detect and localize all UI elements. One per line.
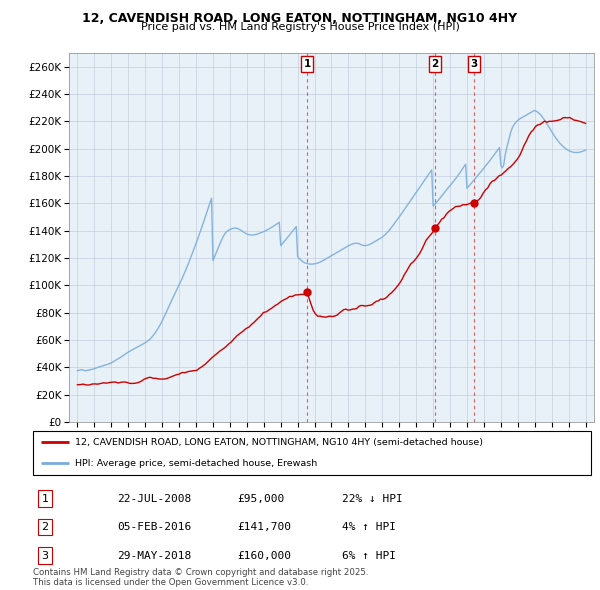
FancyBboxPatch shape [33,431,591,475]
Text: 1: 1 [304,59,311,69]
Text: 3: 3 [470,59,478,69]
Text: £141,700: £141,700 [237,522,291,532]
Text: 4% ↑ HPI: 4% ↑ HPI [342,522,396,532]
Text: 22% ↓ HPI: 22% ↓ HPI [342,494,403,503]
Text: Price paid vs. HM Land Registry's House Price Index (HPI): Price paid vs. HM Land Registry's House … [140,22,460,32]
Text: 2: 2 [41,522,49,532]
Text: 12, CAVENDISH ROAD, LONG EATON, NOTTINGHAM, NG10 4HY: 12, CAVENDISH ROAD, LONG EATON, NOTTINGH… [82,12,518,25]
Text: 22-JUL-2008: 22-JUL-2008 [117,494,191,503]
Text: £95,000: £95,000 [237,494,284,503]
Text: 29-MAY-2018: 29-MAY-2018 [117,551,191,560]
Text: Contains HM Land Registry data © Crown copyright and database right 2025.
This d: Contains HM Land Registry data © Crown c… [33,568,368,587]
Text: 3: 3 [41,551,49,560]
Text: 2: 2 [431,59,439,69]
Text: £160,000: £160,000 [237,551,291,560]
Text: 1: 1 [41,494,49,503]
Text: 12, CAVENDISH ROAD, LONG EATON, NOTTINGHAM, NG10 4HY (semi-detached house): 12, CAVENDISH ROAD, LONG EATON, NOTTINGH… [75,438,483,447]
Text: 6% ↑ HPI: 6% ↑ HPI [342,551,396,560]
Text: 05-FEB-2016: 05-FEB-2016 [117,522,191,532]
Text: HPI: Average price, semi-detached house, Erewash: HPI: Average price, semi-detached house,… [75,459,317,468]
